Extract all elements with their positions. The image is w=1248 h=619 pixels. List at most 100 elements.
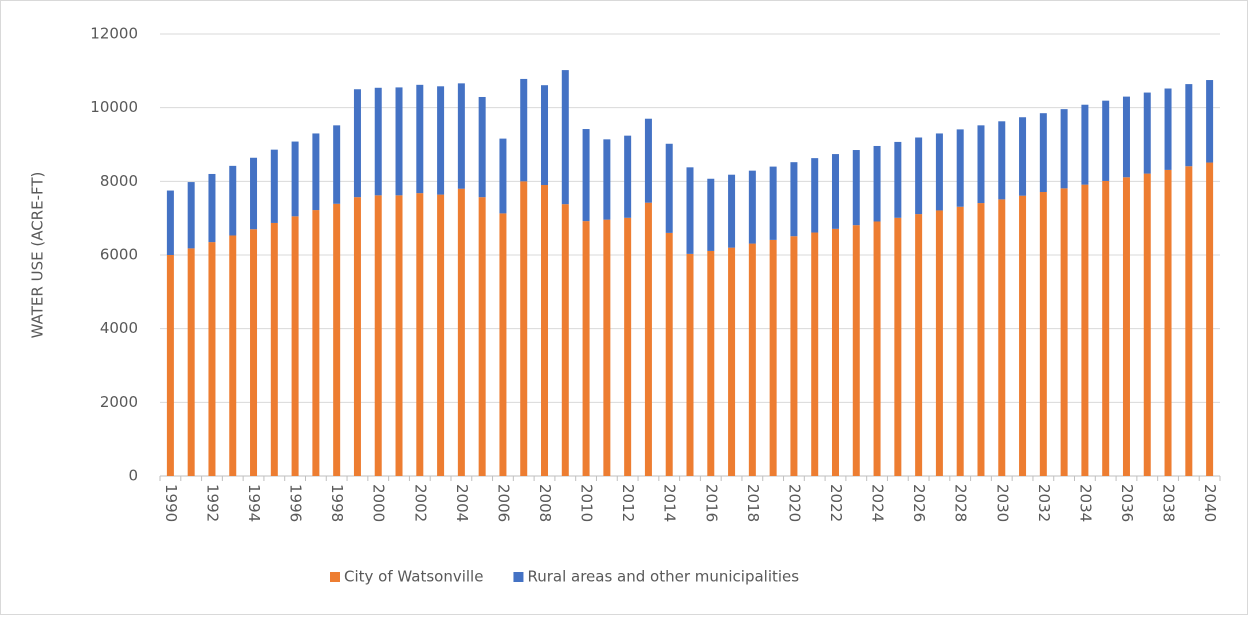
bar-segment [707, 178, 715, 251]
bar-segment [312, 210, 320, 476]
bar-segment [478, 197, 486, 476]
x-tick-label: 2006 [494, 484, 512, 522]
bar-segment [1143, 173, 1151, 476]
bar-segment [187, 248, 195, 476]
bar-segment [977, 125, 985, 204]
bar-segment [998, 199, 1006, 477]
bar-segment [561, 204, 569, 477]
x-tick-label: 1992 [203, 484, 221, 522]
x-tick-label: 2022 [827, 484, 845, 522]
x-tick-label: 2038 [1160, 484, 1178, 522]
bar-segment [1206, 162, 1214, 476]
legend-swatch [330, 572, 340, 582]
x-tick-label: 1998 [328, 484, 346, 522]
legend-swatch [513, 572, 524, 582]
bar-segment [353, 89, 361, 198]
bar-segment [644, 202, 652, 477]
bar-segment [728, 247, 736, 476]
bar-segment [1143, 92, 1151, 174]
y-tick-label: 4000 [100, 319, 138, 337]
bar-segment [644, 118, 652, 203]
bar-segment [270, 149, 278, 223]
bar-segment [374, 195, 382, 476]
bar-segment [811, 232, 819, 476]
y-axis-title: WATER USE (ACRE-FT) [29, 172, 47, 339]
x-tick-label: 2026 [910, 484, 928, 522]
x-tick-label: 2034 [1076, 484, 1094, 522]
bar-segment [1164, 88, 1172, 170]
x-tick-label: 2040 [1201, 484, 1219, 522]
y-tick-label: 6000 [100, 246, 138, 264]
bar-segment [831, 228, 839, 476]
x-tick-label: 2000 [370, 484, 388, 522]
x-tick-label: 2032 [1035, 484, 1053, 522]
bar-segment [956, 129, 964, 207]
bar-segment [1185, 166, 1193, 476]
bar-segment [1039, 113, 1047, 193]
bar-segment [291, 141, 299, 217]
bar-segment [624, 135, 632, 218]
bar-segment [499, 138, 507, 214]
bar-segment [769, 166, 777, 240]
bar-segment [852, 150, 860, 226]
bar-segment [166, 190, 174, 255]
x-tick-label: 2028 [952, 484, 970, 522]
bar-segment [748, 243, 756, 476]
bar-segment [457, 188, 465, 476]
bar-segment [541, 185, 549, 476]
bar-segment [416, 193, 424, 476]
bar-segment [1081, 104, 1089, 185]
bar-segment [520, 78, 528, 182]
bar-segment [1081, 184, 1089, 477]
x-tick-label: 2024 [869, 484, 887, 522]
bar-segment [935, 210, 943, 476]
bar-segment [935, 133, 943, 211]
legend-label: Rural areas and other municipalities [527, 568, 799, 586]
bar-segment [561, 70, 569, 205]
y-tick-label: 8000 [100, 172, 138, 190]
bar-segment [457, 83, 465, 189]
bar-segment [582, 129, 590, 222]
bar-segment [499, 213, 507, 476]
y-tick-label: 10000 [90, 98, 138, 116]
bar-segment [208, 242, 216, 476]
bar-segment [395, 87, 403, 196]
bar-segment [437, 86, 445, 195]
bar-segment [956, 206, 964, 476]
bar-segment [748, 170, 756, 244]
bar-segment [229, 235, 237, 476]
bar-segment [894, 217, 902, 476]
bar-segment [852, 225, 860, 476]
bar-segment [353, 197, 361, 476]
bar-segment [915, 137, 923, 215]
x-tick-label: 2018 [744, 484, 762, 522]
bar-segment [582, 221, 590, 476]
bar-segment [208, 173, 216, 243]
bar-segment [728, 174, 736, 248]
x-tick-label: 2008 [536, 484, 554, 522]
bar-segment [166, 255, 174, 476]
bar-segment [603, 219, 611, 476]
bar-segment [187, 182, 195, 249]
bar-segment [478, 96, 486, 198]
bar-segment [1102, 100, 1110, 181]
bar-segment [1102, 180, 1110, 476]
bar-segment [873, 221, 881, 476]
bar-segment [1060, 188, 1068, 476]
bar-segment [416, 84, 424, 194]
bar-segment [915, 214, 923, 477]
bar-segment [998, 121, 1006, 200]
bar-segment [1122, 96, 1130, 178]
bar-segment [769, 239, 777, 476]
bar-segment [250, 229, 258, 476]
bar-segment [1185, 84, 1193, 167]
bar-segment [831, 154, 839, 229]
bar-segment [1060, 109, 1068, 189]
bar-segment [520, 181, 528, 477]
bar-segment [1019, 195, 1027, 476]
bar-segment [1164, 169, 1172, 477]
bar-segment [686, 253, 694, 476]
